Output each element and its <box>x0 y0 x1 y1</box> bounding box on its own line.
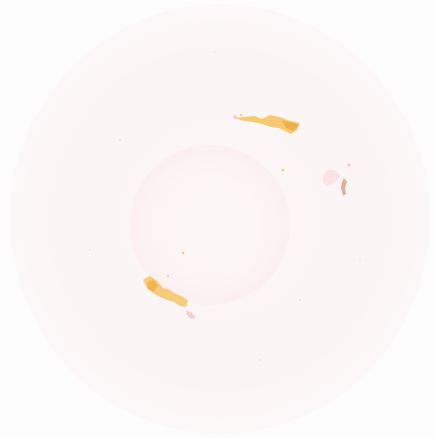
scattered-specks <box>89 51 361 361</box>
right-specks <box>281 163 351 196</box>
lower-left-cluster <box>143 251 196 319</box>
upper-right-cluster <box>233 113 300 134</box>
faint-inner-ring <box>130 145 290 305</box>
